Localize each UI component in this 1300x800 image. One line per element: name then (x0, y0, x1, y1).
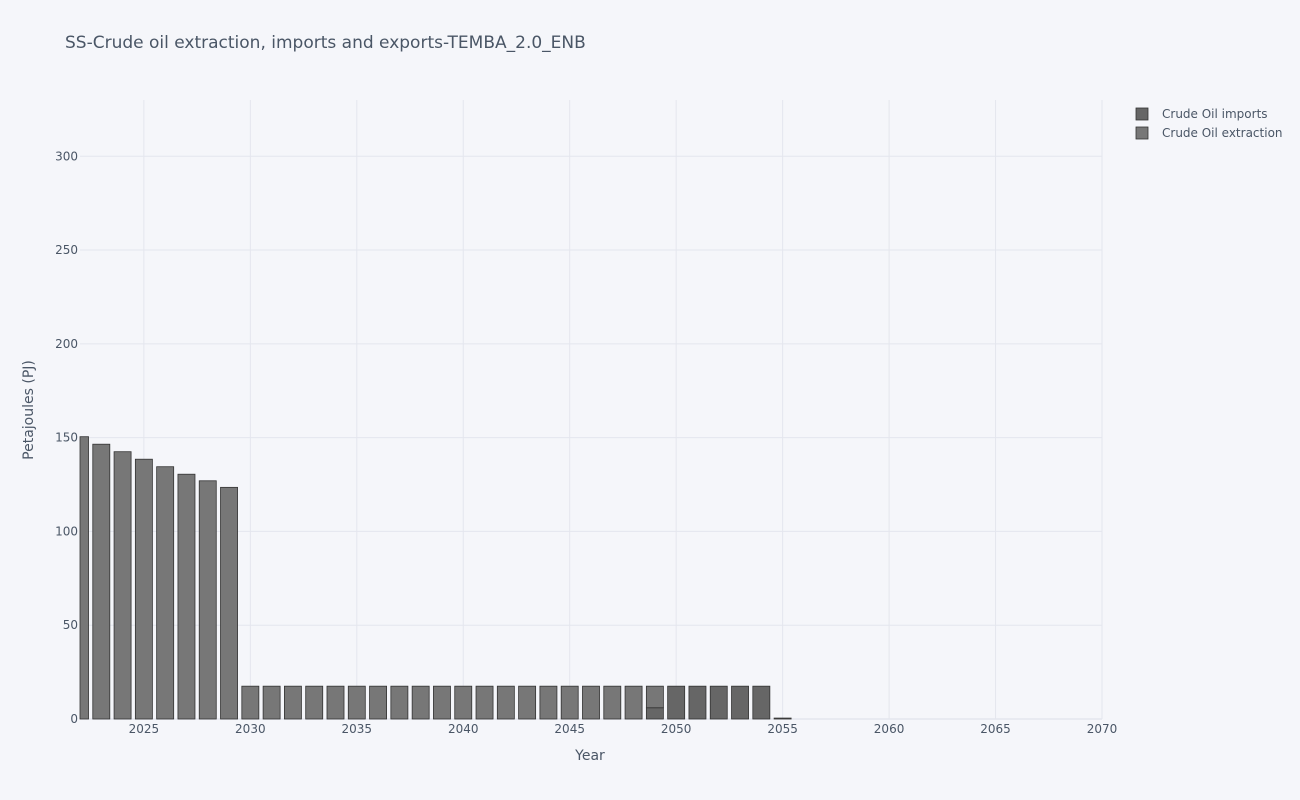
bar[interactable] (433, 685, 451, 720)
chart-title: SS-Crude oil extraction, imports and exp… (65, 33, 586, 53)
x-tick-label: 2055 (767, 722, 798, 736)
bar[interactable] (752, 685, 771, 720)
bar[interactable] (667, 685, 686, 720)
bar[interactable] (709, 685, 728, 720)
bar[interactable] (347, 685, 366, 720)
bar[interactable] (518, 685, 537, 720)
x-tick-label: 2035 (342, 722, 373, 736)
bar[interactable] (198, 480, 217, 720)
bar[interactable] (411, 685, 430, 720)
x-axis-title: Year (574, 748, 605, 764)
x-tick-label: 2060 (874, 722, 905, 736)
bar[interactable] (177, 473, 196, 720)
x-tick-label: 2070 (1087, 722, 1118, 736)
bar[interactable] (369, 685, 388, 720)
legend-swatch (1135, 126, 1149, 140)
y-tick-label: 150 (55, 431, 78, 445)
x-tick-label: 2040 (448, 722, 479, 736)
y-axis-title: Petajoules (PJ) (21, 360, 37, 460)
bar[interactable] (113, 451, 132, 720)
x-tick-label: 2045 (554, 722, 585, 736)
bar[interactable] (390, 685, 409, 720)
y-axis-ticks: 0 50 100 150 200 250 300 (55, 149, 78, 726)
bar[interactable] (773, 717, 792, 720)
bars (79, 436, 792, 720)
y-tick-label: 50 (63, 618, 78, 632)
bar[interactable] (731, 685, 749, 720)
bar[interactable] (92, 443, 111, 720)
bar[interactable] (624, 685, 643, 720)
bar[interactable] (262, 685, 281, 720)
bar[interactable] (283, 685, 302, 720)
bar[interactable] (220, 486, 238, 720)
bar[interactable] (475, 685, 494, 720)
bar[interactable] (326, 685, 345, 720)
bar[interactable] (305, 685, 324, 720)
legend-item[interactable]: Crude Oil extraction (1135, 126, 1283, 140)
bar[interactable] (79, 436, 89, 720)
y-tick-label: 100 (55, 524, 78, 538)
bar[interactable] (454, 685, 473, 720)
bar[interactable] (134, 458, 153, 720)
y-tick-label: 250 (55, 243, 78, 257)
bar[interactable] (560, 685, 579, 720)
bar[interactable] (241, 685, 260, 720)
x-tick-label: 2065 (980, 722, 1011, 736)
legend-swatch (1135, 107, 1149, 121)
bar[interactable] (645, 685, 664, 709)
x-tick-label: 2025 (129, 722, 160, 736)
bar[interactable] (645, 707, 664, 720)
x-axis-ticks: 2025 2030 2035 2040 2045 2050 2055 2060 2065 2070 (129, 722, 1118, 736)
y-tick-label: 300 (55, 149, 78, 163)
bar[interactable] (496, 685, 515, 720)
legend[interactable]: Crude Oil imports Crude Oil extraction (1135, 107, 1283, 140)
bar[interactable] (156, 466, 175, 720)
legend-item[interactable]: Crude Oil imports (1135, 107, 1268, 121)
bar[interactable] (603, 685, 622, 720)
y-tick-label: 200 (55, 337, 78, 351)
bar[interactable] (688, 685, 707, 720)
legend-label: Crude Oil imports (1162, 107, 1268, 121)
x-tick-label: 2050 (661, 722, 692, 736)
legend-label: Crude Oil extraction (1162, 126, 1283, 140)
bar[interactable] (582, 685, 600, 720)
y-tick-label: 0 (70, 712, 78, 726)
x-tick-label: 2030 (235, 722, 266, 736)
bar[interactable] (539, 685, 558, 720)
